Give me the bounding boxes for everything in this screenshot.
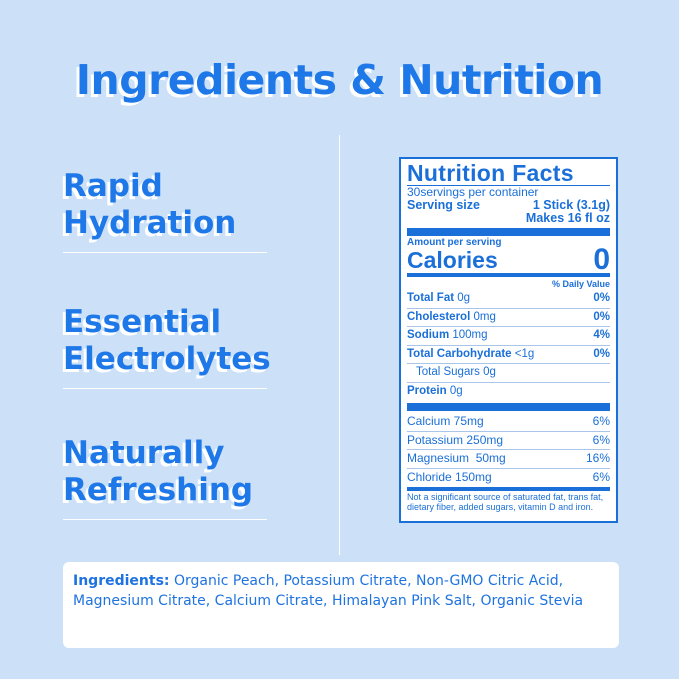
mineral-row: Calcium 75mg 6% <box>407 413 610 431</box>
nutrient-amount: 0g <box>449 384 463 397</box>
nutrient-amount: 0mg <box>473 310 496 323</box>
feature-line: Electrolytes <box>63 341 271 377</box>
ingredients-text: Organic Peach, Potassium Citrate, Non-GM… <box>73 573 584 609</box>
mineral-label: Calcium 75mg <box>407 414 484 428</box>
feature-line: Refreshing <box>63 472 254 508</box>
nutrient-label: Sodium <box>407 329 450 341</box>
nutrient-row: Total Sugars 0g <box>407 363 610 382</box>
nutrient-row: Total Fat 0g 0% <box>407 290 610 308</box>
nutrient-row: Sodium 100mg 4% <box>407 326 610 345</box>
nutrient-row: Cholesterol 0mg 0% <box>407 307 610 327</box>
serving-size-label: Serving size <box>407 198 480 212</box>
nutrient-name: Sodium 100mg <box>407 327 488 345</box>
nutrient-label: Total Carbohydrate <box>407 347 512 360</box>
nutrient-name: Total Fat 0g <box>407 290 470 308</box>
medium-bar <box>407 487 610 491</box>
mineral-dv: 6% <box>592 432 610 447</box>
mineral-row: Magnesium 50mg 16% <box>407 449 610 468</box>
feature-line: Hydration <box>63 205 237 241</box>
nutrient-dv: 0% <box>593 292 610 304</box>
mineral-label: Potassium 250mg <box>407 432 504 447</box>
nutrient-name: Protein 0g <box>407 383 463 401</box>
nutrition-heading: Nutrition Facts <box>407 161 610 186</box>
feature-line: Rapid <box>63 168 163 204</box>
feature-line: Naturally <box>63 435 225 471</box>
nutrient-dv: 4% <box>593 329 610 341</box>
nutrient-row: Protein 0g <box>407 381 610 401</box>
nutrition-facts-label: Nutrition Facts 30servings per container… <box>399 157 618 523</box>
feature-naturally-refreshing: Naturally Refreshing <box>63 435 267 520</box>
nutrient-dv: 0% <box>593 310 610 323</box>
nutrient-name: Total Carbohydrate <1g <box>407 346 534 364</box>
calories-value: 0 <box>593 243 610 276</box>
mineral-label: Chloride 150mg <box>407 469 492 484</box>
nutrient-row: Total Carbohydrate <1g 0% <box>407 344 610 364</box>
serving-size-value: 1 Stick (3.1g) <box>532 198 610 212</box>
medium-bar <box>407 273 610 277</box>
daily-value-header: % Daily Value <box>551 279 610 289</box>
nutrient-name: Total Sugars 0g <box>416 366 496 378</box>
amount-per-serving: Amount per serving <box>407 237 502 248</box>
nutrient-amount: 100mg <box>452 329 488 341</box>
calories-label: Calories <box>407 247 498 273</box>
nutrient-label: Total Fat <box>407 292 455 304</box>
nutrient-label: Cholesterol <box>407 310 471 323</box>
footnote: Not a significant source of saturated fa… <box>407 492 604 512</box>
nutrient-dv: 0% <box>593 347 610 360</box>
servings: 30servings per container <box>407 185 539 199</box>
ingredients-box: Ingredients: Organic Peach, Potassium Ci… <box>63 562 619 648</box>
mineral-row: Chloride 150mg 6% <box>407 467 610 487</box>
makes: Makes 16 fl oz <box>525 211 610 225</box>
feature-line: Essential <box>63 304 222 340</box>
mineral-dv: 16% <box>585 451 610 465</box>
serving-size: Serving size 1 Stick (3.1g) <box>407 199 610 212</box>
ingredients-label: Ingredients: <box>73 573 170 589</box>
nutrient-amount: <1g <box>514 347 535 360</box>
mineral-dv: 6% <box>592 469 610 484</box>
thick-bar <box>407 403 610 411</box>
page-title: Ingredients & Nutrition <box>75 56 604 104</box>
mineral-label: Magnesium 50mg <box>407 451 506 465</box>
nutrient-name: Cholesterol 0mg <box>407 309 496 327</box>
mineral-dv: 6% <box>592 414 610 428</box>
nutrient-amount: 0g <box>457 292 471 304</box>
feature-rapid-hydration: Rapid Hydration <box>63 168 267 253</box>
mineral-row: Potassium 250mg 6% <box>407 430 610 450</box>
calories: Calories 0 <box>407 243 610 276</box>
divider <box>339 135 340 555</box>
feature-essential-electrolytes: Essential Electrolytes <box>63 304 271 389</box>
thick-bar <box>407 228 610 236</box>
nutrient-label: Protein <box>407 384 447 397</box>
